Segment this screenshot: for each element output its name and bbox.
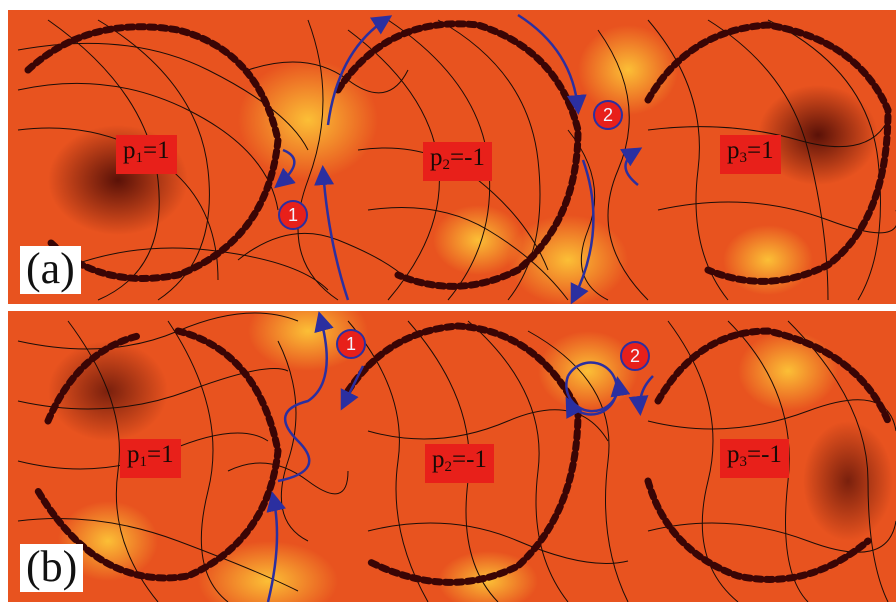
charge-label: p1=1 (116, 135, 177, 174)
hot-region (738, 331, 838, 411)
charge-symbol: p (123, 137, 136, 164)
trajectory-marker: 2 (593, 100, 623, 130)
charge-index: 2 (442, 157, 451, 173)
panel-b: (b) p1=1 p2=-1 p3=-1 1 2 (8, 311, 896, 602)
trajectory-marker: 2 (620, 341, 650, 371)
charge-index: 1 (139, 454, 148, 470)
charge-symbol: p (127, 441, 140, 468)
charge-symbol: p (432, 446, 445, 473)
trajectories (274, 13, 643, 304)
trajectories (266, 311, 654, 602)
panel-label: (a) (20, 246, 81, 294)
hot-region (238, 60, 378, 180)
dark-core (803, 421, 893, 541)
panel-a: (a) p1=1 p2=-1 p3=1 1 2 (8, 10, 896, 304)
hot-region (508, 215, 628, 304)
defect-rings (24, 20, 892, 290)
hot-region (248, 311, 368, 371)
charge-symbol: p (727, 441, 740, 468)
charge-index: 3 (739, 454, 748, 470)
charge-label: p3=1 (720, 135, 781, 174)
charge-symbol: p (727, 137, 740, 164)
hot-region (198, 541, 338, 602)
charge-label: p2=-1 (423, 142, 492, 181)
charge-value: =1 (747, 137, 774, 164)
charge-index: 3 (739, 150, 748, 166)
dark-core (758, 85, 878, 185)
hot-region (433, 205, 523, 275)
charge-label: p3=-1 (720, 439, 789, 478)
charge-value: =-1 (747, 441, 782, 468)
panel-label: (b) (20, 544, 84, 592)
charge-value: =-1 (452, 446, 487, 473)
charge-value: =-1 (450, 144, 485, 171)
hot-region (723, 225, 813, 295)
charge-symbol: p (430, 144, 443, 171)
charge-value: =1 (143, 137, 170, 164)
charge-index: 1 (135, 150, 144, 166)
field-map-a (8, 10, 896, 304)
trajectory-marker: 1 (278, 200, 308, 230)
charge-index: 2 (444, 459, 453, 475)
charge-label: p2=-1 (425, 444, 494, 483)
trajectory-marker: 1 (336, 329, 366, 359)
charge-value: =1 (147, 441, 174, 468)
charge-label: p1=1 (120, 439, 181, 478)
